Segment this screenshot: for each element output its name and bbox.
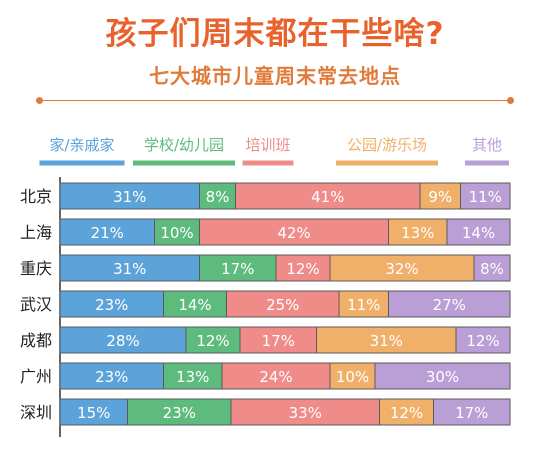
- data-label: 14%: [178, 296, 211, 314]
- bar-segment: [374, 362, 511, 390]
- data-label: 11%: [347, 296, 380, 314]
- data-label: 32%: [385, 260, 418, 278]
- data-label: 23%: [163, 404, 196, 422]
- bar-segment: [473, 254, 511, 282]
- bar-segment: [185, 326, 241, 354]
- bar-segment: [59, 254, 200, 282]
- subtitle-divider-dot-left: [36, 97, 43, 104]
- category-label: 上海: [20, 223, 52, 242]
- bar-segment: [199, 182, 236, 210]
- data-label: 12%: [390, 404, 423, 422]
- legend-label: 学校/幼儿园: [144, 136, 224, 154]
- data-label: 10%: [160, 224, 193, 242]
- legend-label: 公园/游乐场: [347, 136, 427, 154]
- bar-segment: [388, 290, 511, 318]
- data-label: 8%: [206, 188, 230, 206]
- category-label: 成都: [20, 331, 52, 350]
- bar-segment: [338, 290, 389, 318]
- bar-segment: [59, 218, 155, 246]
- data-label: 23%: [95, 368, 128, 386]
- data-label: 12%: [286, 260, 319, 278]
- data-label: 31%: [370, 332, 403, 350]
- bar-segment: [230, 398, 380, 426]
- data-label: 25%: [266, 296, 299, 314]
- data-label: 13%: [176, 368, 209, 386]
- bar-segment: [59, 362, 164, 390]
- data-label: 12%: [196, 332, 229, 350]
- data-label: 27%: [433, 296, 466, 314]
- data-label: 10%: [336, 368, 369, 386]
- data-label: 31%: [113, 188, 146, 206]
- legend-label: 其他: [472, 136, 502, 154]
- data-label: 9%: [428, 188, 452, 206]
- category-label: 重庆: [20, 259, 52, 278]
- bar-segment: [275, 254, 331, 282]
- bar-segment: [154, 218, 200, 246]
- data-label: 11%: [469, 188, 502, 206]
- chart-title: 孩子们周末都在干些啥?: [105, 16, 445, 52]
- category-label: 广州: [20, 367, 52, 386]
- data-label: 13%: [401, 224, 434, 242]
- category-label: 深圳: [20, 403, 52, 422]
- bar-segment: [59, 398, 128, 426]
- data-label: 17%: [455, 404, 488, 422]
- data-label: 12%: [466, 332, 499, 350]
- bar-segment: [235, 182, 421, 210]
- bar-segment: [379, 398, 434, 426]
- bar-segment: [316, 326, 457, 354]
- bar-segment: [127, 398, 232, 426]
- data-label: 17%: [221, 260, 254, 278]
- legend-label: 培训班: [245, 136, 290, 154]
- bar-segment: [59, 290, 164, 318]
- data-label: 21%: [91, 224, 124, 242]
- legend-label: 家/亲戚家: [49, 136, 114, 154]
- bar-segment: [446, 218, 511, 246]
- data-label: 41%: [311, 188, 344, 206]
- bar-segment: [388, 218, 448, 246]
- bar-segment: [226, 290, 340, 318]
- data-label: 28%: [106, 332, 139, 350]
- subtitle-divider-left: [40, 100, 510, 101]
- bar-segment: [419, 182, 461, 210]
- data-label: 14%: [462, 224, 495, 242]
- data-label: 15%: [77, 404, 110, 422]
- data-label: 42%: [277, 224, 310, 242]
- category-label: 北京: [20, 187, 52, 206]
- data-label: 33%: [289, 404, 322, 422]
- data-label: 31%: [113, 260, 146, 278]
- bar-segment: [329, 254, 475, 282]
- bar-segment: [460, 182, 511, 210]
- bar-segment: [455, 326, 511, 354]
- data-label: 17%: [262, 332, 295, 350]
- data-label: 30%: [426, 368, 459, 386]
- bar-segment: [221, 362, 331, 390]
- bar-segment: [163, 290, 227, 318]
- data-label: 8%: [480, 260, 504, 278]
- subtitle-divider-dot-right: [507, 97, 514, 104]
- data-label: 23%: [95, 296, 128, 314]
- data-label: 24%: [259, 368, 292, 386]
- category-label: 武汉: [20, 295, 52, 314]
- chart-subtitle: 七大城市儿童周末常去地点: [149, 64, 401, 88]
- bar-segment: [433, 398, 511, 426]
